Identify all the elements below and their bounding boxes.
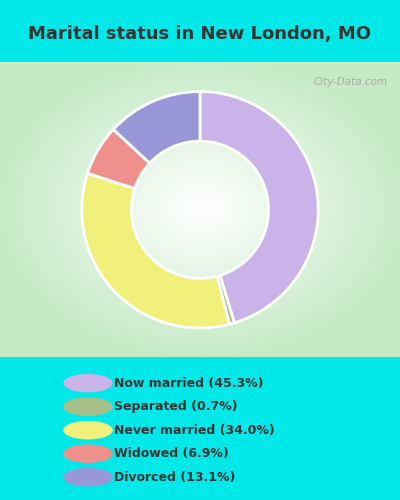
Circle shape [64,468,112,486]
Circle shape [64,398,112,415]
Circle shape [64,422,112,438]
Circle shape [64,445,112,462]
Text: Widowed (6.9%): Widowed (6.9%) [114,447,229,460]
Text: Never married (34.0%): Never married (34.0%) [114,424,275,436]
Text: Separated (0.7%): Separated (0.7%) [114,400,238,413]
Wedge shape [217,276,234,324]
Wedge shape [113,92,200,163]
Text: Marital status in New London, MO: Marital status in New London, MO [28,25,372,43]
Text: Divorced (13.1%): Divorced (13.1%) [114,470,235,484]
Text: Now married (45.3%): Now married (45.3%) [114,376,264,390]
Circle shape [64,374,112,392]
Wedge shape [200,92,318,323]
Text: City-Data.com: City-Data.com [314,77,388,87]
Wedge shape [82,173,229,328]
Wedge shape [88,130,150,188]
